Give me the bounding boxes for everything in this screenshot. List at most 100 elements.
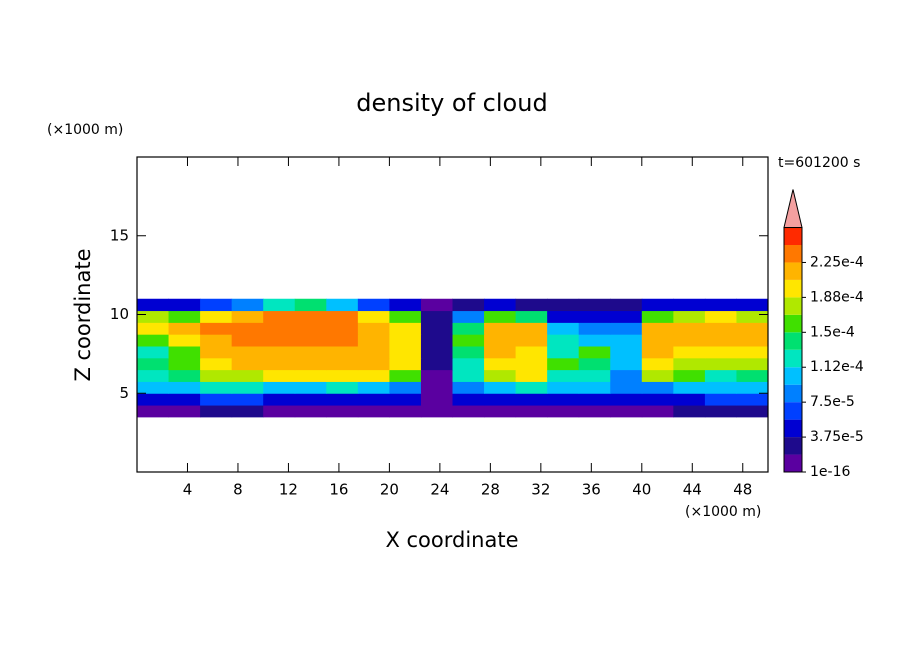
contour-cell	[547, 393, 580, 406]
contour-cell	[326, 334, 359, 347]
contour-cell	[547, 369, 580, 382]
contour-cell	[578, 369, 611, 382]
x-unit: (×1000 m)	[685, 504, 761, 520]
contour-cell	[357, 393, 390, 406]
contour-cell	[420, 357, 453, 371]
contour-cell	[200, 334, 233, 347]
contour-cell	[168, 298, 201, 312]
x-tick-label: 8	[233, 481, 243, 499]
contour-cell	[231, 310, 264, 323]
contour-cell	[452, 405, 485, 418]
contour-cell	[484, 381, 517, 394]
contour-cell	[452, 346, 485, 359]
x-tick-label: 48	[733, 481, 752, 499]
contour-cell	[389, 310, 422, 323]
contour-cell	[610, 405, 643, 418]
contour-cell	[294, 298, 327, 312]
colorbar-over	[783, 189, 803, 229]
y-tick-label: 5	[119, 384, 129, 402]
contour-cell	[168, 405, 201, 418]
contour-cell	[641, 357, 674, 371]
contour-cell	[137, 405, 170, 418]
colorbar-swatch	[784, 332, 802, 350]
contour-cell	[515, 334, 548, 347]
colorbar-swatch	[784, 349, 802, 368]
contour-cell	[357, 334, 390, 347]
y-tick-label: 15	[110, 226, 129, 244]
x-tick-label: 36	[582, 481, 601, 499]
y-unit: (×1000 m)	[47, 122, 123, 138]
contour-cell	[263, 369, 296, 382]
contour-cell	[452, 310, 485, 323]
contour-cell	[704, 369, 737, 382]
contour-cell	[515, 322, 548, 335]
contour-cell	[420, 369, 453, 382]
contour-cell	[673, 369, 706, 382]
contour-cell	[452, 298, 485, 312]
colorbar-swatch	[784, 297, 802, 315]
contour-cell	[389, 334, 422, 347]
x-tick-label: 24	[430, 481, 449, 499]
contour-cell	[326, 369, 359, 382]
contour-cell	[704, 357, 737, 371]
time-label: t=601200 s	[778, 155, 860, 171]
contour-cell	[420, 393, 453, 406]
contour-cell	[704, 393, 737, 406]
colorbar-swatch	[784, 227, 802, 245]
contour-cell	[515, 346, 548, 359]
contour-cell	[168, 393, 201, 406]
contour-cell	[736, 357, 769, 371]
contour-cell	[736, 298, 769, 312]
contour-cell	[200, 381, 233, 394]
contour-cell	[263, 322, 296, 335]
contour-cell	[231, 381, 264, 394]
contour-cell	[452, 357, 485, 371]
contour-cell	[610, 369, 643, 382]
contour-cell	[231, 369, 264, 382]
contour-cell	[673, 393, 706, 406]
contour-cell	[357, 346, 390, 359]
contour-cell	[231, 346, 264, 359]
contour-cell	[547, 405, 580, 418]
contour-cell	[389, 357, 422, 371]
colorbar-swatch	[784, 262, 802, 280]
contour-cell	[673, 310, 706, 323]
contour-cell	[357, 322, 390, 335]
contour-cell	[641, 381, 674, 394]
contour-cell	[168, 357, 201, 371]
contour-cell	[547, 346, 580, 359]
x-tick-label: 16	[329, 481, 348, 499]
contour-cell	[673, 405, 706, 418]
contour-cell	[326, 381, 359, 394]
contour-cell	[168, 346, 201, 359]
contour-cell	[294, 393, 327, 406]
contour-cell	[263, 393, 296, 406]
colorbar-tick-label: 1e-16	[810, 464, 850, 480]
contour-cell	[484, 322, 517, 335]
contour-cell	[547, 357, 580, 371]
contour-cell	[484, 369, 517, 382]
contour-cell	[389, 381, 422, 394]
contour-cell	[736, 405, 769, 418]
contour-cell	[137, 393, 170, 406]
contour-cell	[547, 298, 580, 312]
contour-cell	[168, 381, 201, 394]
contour-cell	[484, 310, 517, 323]
x-tick-label: 32	[531, 481, 550, 499]
contour-cell	[452, 334, 485, 347]
contour-cell	[610, 334, 643, 347]
contour-cell	[263, 298, 296, 312]
contour-cell	[736, 381, 769, 394]
contour-cell	[200, 393, 233, 406]
contour-cell	[641, 393, 674, 406]
contour-cell	[389, 405, 422, 418]
contour-cell	[452, 393, 485, 406]
contour-cell	[736, 346, 769, 359]
contour-cell	[231, 334, 264, 347]
contour-cell	[578, 298, 611, 312]
contour-cell	[547, 310, 580, 323]
y-tick-label: 10	[110, 305, 129, 323]
contour-cell	[610, 357, 643, 371]
field	[137, 298, 769, 418]
contour-cell	[294, 334, 327, 347]
